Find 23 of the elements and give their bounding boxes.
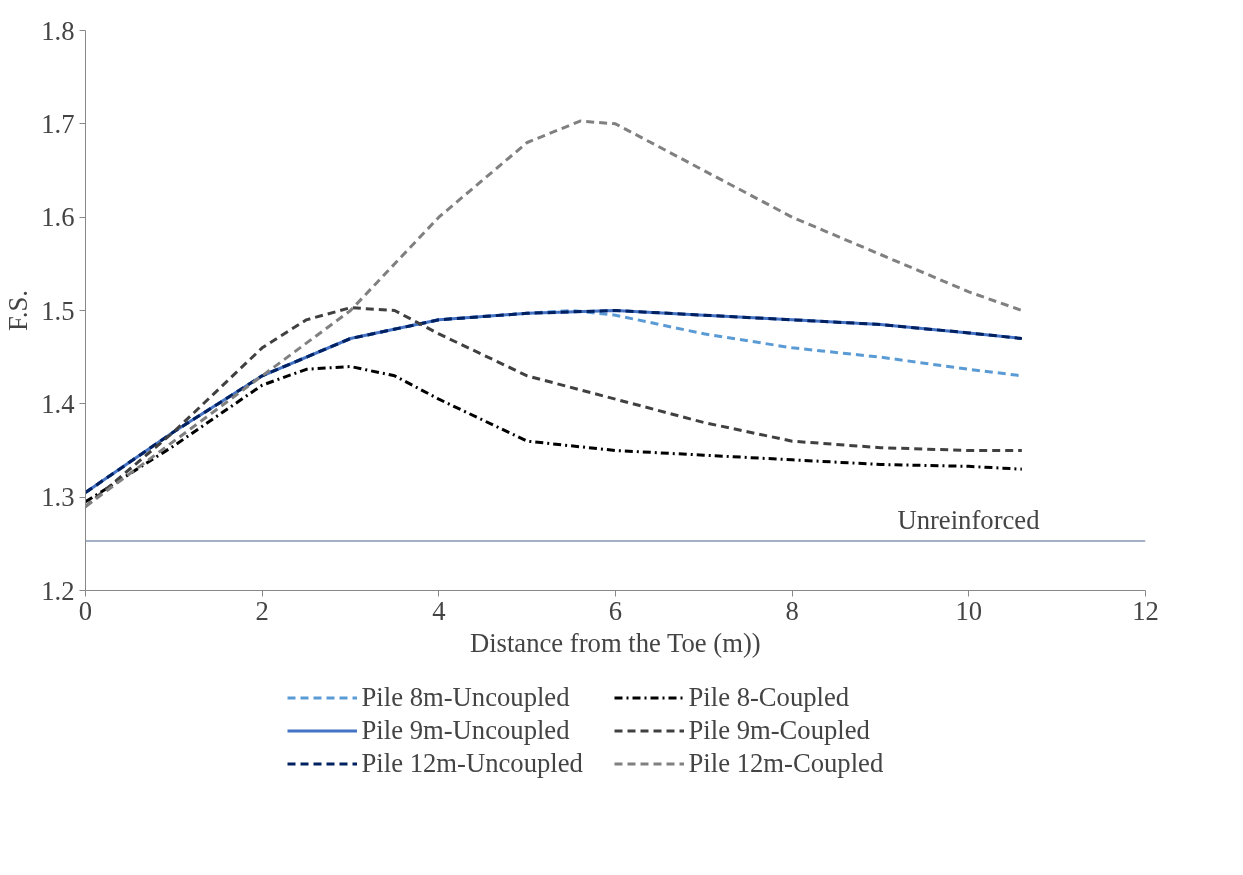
y-tick-label: 1.2 [41,575,75,606]
y-tick-label: 1.3 [41,482,75,513]
y-tick-label: 1.5 [41,295,75,326]
legend-label: Pile 8-Coupled [688,681,851,713]
x-tick-label: 0 [78,595,93,626]
y-tick-label: 1.7 [41,108,75,139]
y-tick-label: 1.4 [41,388,75,419]
x-tick-label: 2 [255,595,269,626]
legend-label: Pile 9m-Uncoupled [361,714,571,746]
x-tick-label: 10 [955,595,983,626]
y-tick-label: 1.8 [41,15,75,46]
legend-label: Pile 12m-Coupled [688,747,885,779]
x-tick-label: 6 [608,595,623,626]
legend-label: Pile 8m-Uncoupled [361,681,571,713]
x-tick-label: 8 [785,595,799,626]
ref-line-label: Unreinforced [897,505,1040,536]
x-tick-label: 4 [432,595,446,626]
x-axis-title: Distance from the Toe (m)) [469,627,761,658]
legend-label: Pile 9m-Coupled [688,714,871,746]
x-tick-label: 12 [1132,595,1159,626]
y-tick-label: 1.6 [41,202,75,233]
y-axis-title: F.S. [3,290,34,331]
legend-label: Pile 12m-Uncoupled [361,747,584,779]
